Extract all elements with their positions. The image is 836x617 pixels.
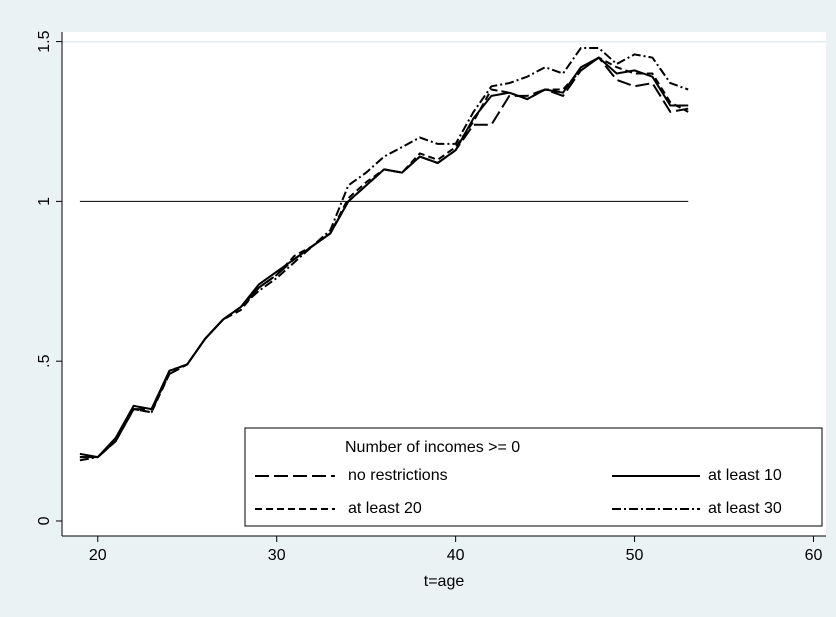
legend-label: at least 30 [708,500,782,517]
x-tick-label: 40 [447,547,465,564]
y-tick-label: 1.5 [36,30,53,52]
y-tick-label: .5 [36,354,53,367]
y-tick-label: 1 [36,197,53,206]
legend [244,427,823,527]
series-line [79,56,689,459]
y-tick-label: 0 [36,516,53,525]
series-line [79,56,689,459]
x-tick-label: 20 [89,547,107,564]
series-line [79,47,689,462]
x-tick-label: 60 [805,547,823,564]
x-axis-label: t=age [424,573,465,590]
x-tick-label: 50 [626,547,644,564]
legend-label: no restrictions [348,467,448,484]
legend-label: at least 20 [348,500,422,517]
x-tick-label: 30 [268,547,286,564]
legend-title: Number of incomes >= 0 [345,439,520,456]
legend-label: at least 10 [708,467,782,484]
